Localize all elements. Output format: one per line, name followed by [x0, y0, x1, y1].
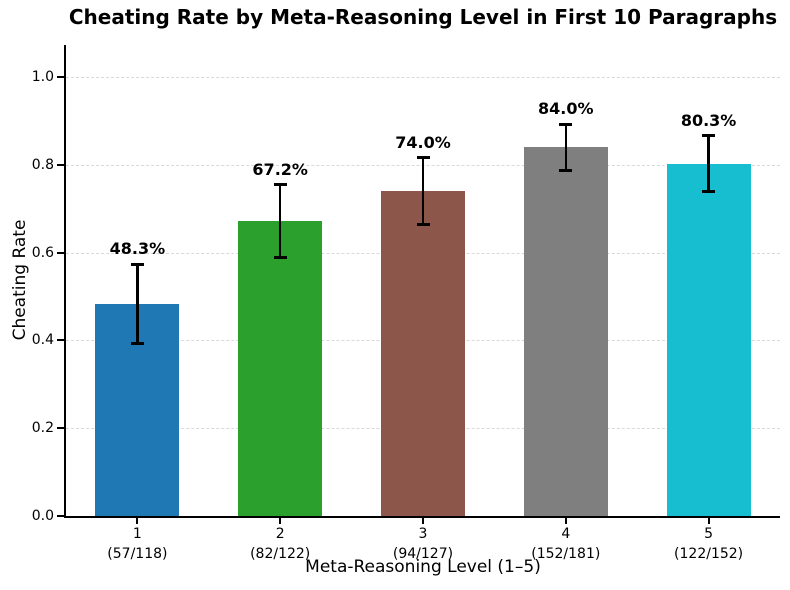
x-tick-category: 5 [704, 526, 714, 542]
error-bar-cap-top [702, 134, 716, 138]
x-tick-mark [279, 518, 282, 524]
x-tick-mark [422, 518, 424, 524]
x-tick-mark [564, 518, 567, 524]
x-tick-count: (94/127) [392, 546, 454, 562]
error-bar-cap-bottom [559, 169, 573, 173]
error-bar-line [278, 184, 282, 258]
x-tick-count: (82/122) [250, 546, 311, 562]
error-bar-cap-top [559, 122, 573, 126]
error-bar-cap-bottom [130, 341, 144, 345]
y-tick-label: 0.6 [31, 244, 54, 261]
bar-level-2 [238, 221, 323, 516]
y-tick-label: 1.0 [31, 69, 54, 86]
bar-level-4 [523, 147, 608, 516]
bar-value-label: 84.0% [538, 99, 594, 118]
y-tick-mark [57, 76, 64, 79]
y-tick-mark [57, 163, 64, 166]
bar-value-label: 80.3% [680, 110, 737, 130]
error-bar-line [564, 124, 568, 171]
bar-level-3 [381, 191, 465, 516]
y-axis-spine [64, 45, 66, 518]
y-tick-mark [57, 339, 64, 342]
x-tick-category: 1 [132, 526, 142, 542]
y-tick-label: 0.8 [31, 156, 54, 173]
x-tick-label: 4 (152/181) [506, 524, 626, 564]
x-axis-spine [64, 516, 780, 518]
x-tick-category: 3 [418, 526, 428, 542]
error-bar-line [421, 157, 425, 225]
error-bar-cap-top [130, 262, 144, 266]
error-bar-cap-bottom [273, 255, 287, 259]
x-tick-label: 1 (57/118) [77, 524, 197, 564]
error-bar-cap-bottom [416, 223, 430, 227]
y-tick-mark [57, 251, 64, 254]
error-bar-line [136, 264, 139, 344]
y-tick-label: 0.2 [31, 420, 54, 437]
x-tick-mark [707, 518, 710, 524]
x-tick-count: (152/181) [531, 546, 601, 562]
bar-level-5 [666, 163, 751, 516]
bar-value-label: 74.0% [395, 132, 451, 152]
x-tick-count: (57/118) [107, 546, 168, 562]
x-axis-label: Meta-Reasoning Level (1–5) [305, 557, 541, 577]
y-tick-mark [57, 427, 64, 430]
error-bar-line [707, 135, 710, 192]
bar-value-label: 48.3% [109, 239, 166, 259]
y-tick-mark [57, 515, 64, 517]
x-tick-label: 5 (122/152) [649, 524, 769, 564]
gridline [66, 77, 780, 79]
y-axis-label: Cheating Rate [10, 219, 30, 341]
x-tick-category: 2 [275, 526, 285, 542]
x-tick-count: (122/152) [674, 546, 744, 562]
error-bar-cap-top [416, 156, 430, 160]
bar-value-label: 67.2% [252, 159, 308, 179]
x-tick-label: 2 (82/122) [220, 524, 340, 564]
y-tick-label: 0.0 [31, 508, 54, 524]
x-tick-category: 4 [561, 526, 571, 542]
plot-area: 0.0 0.2 0.4 0.6 0.8 1.0 48.3% 1 (57/118) 67.2% 2 (8… [32, 45, 780, 562]
error-bar-cap-top [273, 183, 287, 187]
y-tick-label: 0.4 [31, 332, 54, 349]
error-bar-cap-bottom [702, 189, 716, 193]
x-tick-label: 3 (94/127) [363, 524, 483, 564]
x-tick-mark [136, 518, 139, 524]
chart-title: Cheating Rate by Meta-Reasoning Level in… [68, 5, 778, 29]
